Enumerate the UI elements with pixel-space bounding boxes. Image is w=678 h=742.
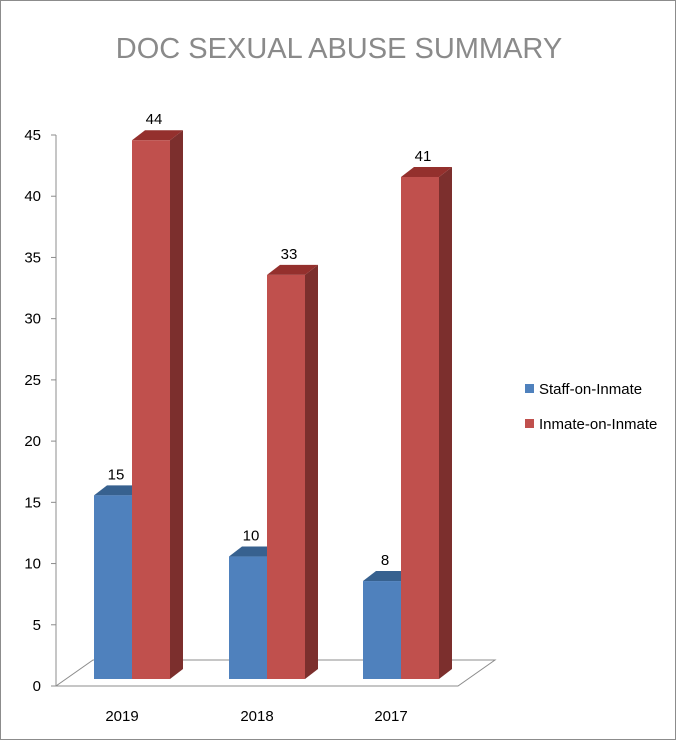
bar-top: [401, 166, 452, 177]
bar-side: [170, 130, 183, 679]
y-tick-label: 35: [24, 249, 41, 266]
data-label: 44: [146, 111, 163, 128]
x-tick-label: 2018: [240, 708, 273, 725]
bar-top: [267, 264, 318, 275]
bars-layer: [94, 130, 452, 679]
bar: [229, 556, 267, 679]
bar: [401, 176, 439, 679]
bar: [132, 140, 170, 679]
y-tick-label: 45: [24, 127, 41, 144]
x-tick-label: 2017: [374, 708, 407, 725]
legend-swatch: [525, 419, 534, 428]
legend: Staff-on-Inmate Inmate-on-Inmate: [525, 381, 657, 433]
bar: [94, 495, 132, 679]
chart-title: DOC SEXUAL ABUSE SUMMARY: [116, 33, 562, 65]
bar-top: [132, 130, 183, 141]
y-tick-label: 20: [24, 433, 41, 450]
y-tick-label: 10: [24, 556, 41, 573]
legend-label: Inmate-on-Inmate: [539, 416, 657, 433]
bar-side: [439, 166, 452, 679]
labels-layer: 15 44 10 33 8 41: [108, 111, 432, 569]
y-tick-label: 40: [24, 188, 41, 205]
data-label: 33: [281, 246, 298, 263]
data-label: 15: [108, 466, 125, 483]
y-tick-label: 0: [33, 678, 41, 695]
data-label: 41: [415, 148, 432, 165]
data-label: 10: [243, 528, 260, 545]
legend-label: Staff-on-Inmate: [539, 381, 642, 398]
bar: [363, 581, 401, 679]
y-tick-label: 25: [24, 372, 41, 389]
x-tick-label: 2019: [105, 708, 138, 725]
bar-side: [305, 264, 318, 679]
data-label: 8: [381, 552, 389, 569]
legend-swatch: [525, 384, 534, 393]
y-tick-label: 30: [24, 311, 41, 328]
y-tick-label: 15: [24, 494, 41, 511]
y-tick-label: 5: [33, 617, 41, 634]
bar: [267, 274, 305, 679]
